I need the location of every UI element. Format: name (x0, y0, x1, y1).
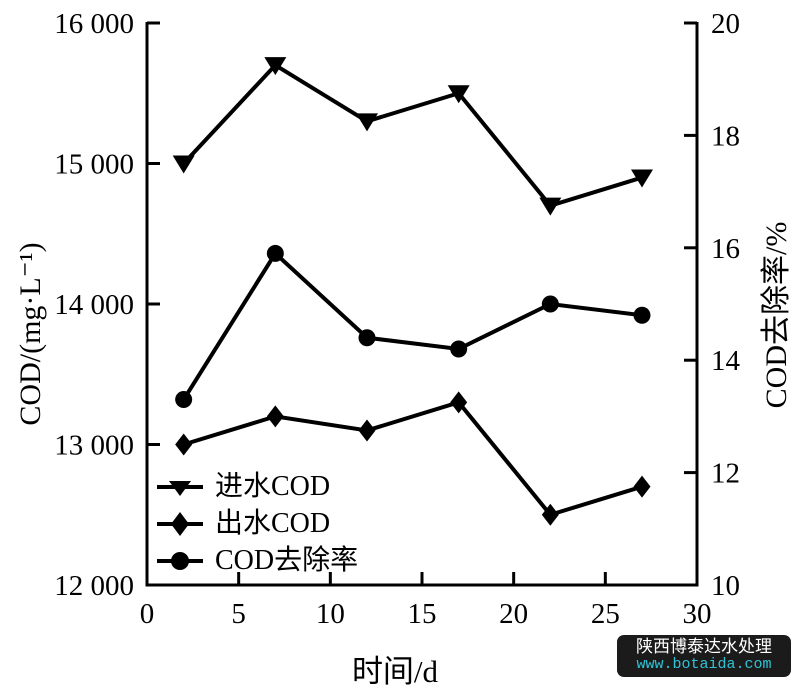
watermark: 陕西博泰达水处理 www.botaida.com (617, 635, 791, 677)
diamond-icon (157, 511, 203, 537)
x-axis-title: 时间/d (351, 654, 439, 689)
svg-text:12 000: 12 000 (54, 570, 134, 602)
svg-text:16 000: 16 000 (54, 8, 134, 40)
svg-text:30: 30 (683, 598, 712, 630)
legend: 进水COD 出水COD COD去除率 (157, 468, 358, 579)
watermark-company-name: 陕西博泰达水处理 (636, 637, 772, 656)
legend-item-influent-cod: 进水COD (157, 468, 358, 505)
y-axis-left-title: COD/(mg·L⁻¹) (14, 242, 47, 426)
svg-text:18: 18 (711, 120, 740, 152)
legend-label-influent-cod: 进水COD (215, 470, 331, 502)
svg-text:16: 16 (711, 233, 740, 265)
svg-text:13 000: 13 000 (54, 430, 134, 462)
legend-label-effluent-cod: 出水COD (215, 507, 331, 539)
svg-text:5: 5 (231, 598, 246, 630)
svg-text:25: 25 (591, 598, 620, 630)
y-axis-right-title: COD去除率/% (760, 221, 793, 409)
svg-text:10: 10 (316, 598, 345, 630)
svg-text:10: 10 (711, 570, 740, 602)
svg-text:15: 15 (408, 598, 437, 630)
legend-item-effluent-cod: 出水COD (157, 505, 358, 542)
legend-item-cod-removal-rate: COD去除率 (157, 542, 358, 579)
svg-text:14: 14 (711, 345, 741, 377)
circle-icon (157, 548, 203, 574)
svg-text:20: 20 (499, 598, 528, 630)
watermark-url: www.botaida.com (636, 656, 772, 673)
svg-text:15 000: 15 000 (54, 149, 134, 181)
svg-text:12: 12 (711, 458, 740, 490)
svg-text:0: 0 (140, 598, 155, 630)
triangle-down-icon (157, 474, 203, 500)
legend-label-cod-removal-rate: COD去除率 (215, 544, 359, 576)
svg-text:20: 20 (711, 8, 740, 40)
svg-text:14 000: 14 000 (54, 289, 134, 321)
